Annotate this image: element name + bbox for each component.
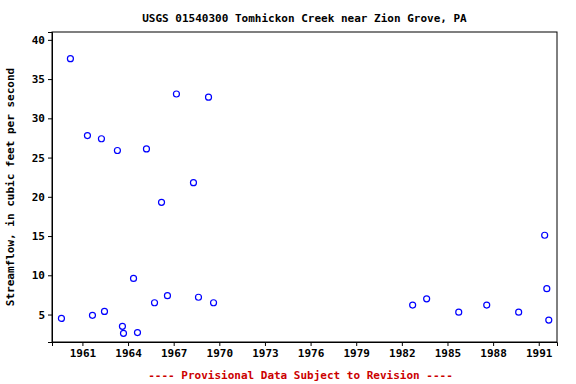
point	[152, 300, 158, 306]
x-tick-label: 1967	[161, 347, 188, 360]
y-tick: 25	[32, 152, 52, 165]
point	[134, 330, 140, 336]
x-tick: 1970	[207, 342, 234, 360]
x-tick-mark	[128, 342, 129, 346]
point	[84, 133, 90, 139]
point	[89, 312, 95, 318]
x-tick-label: 1985	[435, 347, 462, 360]
y-tick-mark	[48, 236, 52, 237]
x-tick-mark	[82, 342, 83, 346]
y-tick-mark	[48, 79, 52, 80]
point	[131, 275, 137, 281]
point	[101, 308, 107, 314]
chart: 1961 1964 1967 1970 1973 1976 1979 1982 1985 1988…	[0, 0, 576, 384]
y-tick: 20	[32, 191, 52, 204]
y-axis: 5 10 15 20 25 30 35 40	[32, 33, 53, 343]
point	[516, 309, 522, 315]
point	[67, 56, 73, 62]
x-tick-mark	[311, 342, 312, 346]
x-tick: 1985	[435, 342, 462, 360]
x-tick-mark	[219, 342, 220, 346]
x-tick: 1961	[70, 342, 97, 360]
y-tick-label: 35	[32, 73, 45, 86]
point	[114, 148, 120, 154]
y-tick-label: 10	[32, 269, 45, 282]
point	[173, 91, 179, 97]
y-tick: 35	[32, 73, 52, 86]
point	[119, 323, 125, 329]
x-tick-label: 1991	[526, 347, 553, 360]
x-tick-mark	[174, 342, 175, 346]
x-tick: 1976	[298, 342, 325, 360]
y-tick-mark	[48, 275, 52, 276]
y-tick: 10	[32, 269, 52, 282]
x-tick: 1988	[480, 342, 507, 360]
point	[544, 286, 550, 292]
y-tick: 5	[38, 309, 52, 322]
x-tick: 1973	[252, 342, 279, 360]
x-tick-label: 1961	[70, 347, 97, 360]
x-tick-label: 1976	[298, 347, 325, 360]
x-tick: 1979	[343, 342, 370, 360]
point	[546, 317, 552, 323]
y-tick-mark	[48, 40, 52, 41]
x-tick-label: 1982	[389, 347, 416, 360]
x-tick-mark	[493, 342, 494, 346]
title: USGS 01540300 Tomhickon Creek near Zion …	[142, 12, 467, 25]
annotation: ---- Provisional Data Subject to Revisio…	[148, 369, 453, 382]
x-tick-label: 1988	[480, 347, 507, 360]
x-tick-label: 1964	[115, 347, 142, 360]
x-tick-mark	[402, 342, 403, 346]
y-tick-mark	[48, 315, 52, 316]
y-axis-line	[48, 33, 53, 343]
y-tick: 15	[32, 230, 52, 243]
x-tick-label: 1970	[207, 347, 234, 360]
x-tick-mark	[447, 342, 448, 346]
point	[58, 315, 64, 321]
y-tick: 40	[32, 34, 52, 47]
x-tick: 1982	[389, 342, 416, 360]
points	[58, 56, 551, 337]
y-tick-mark	[48, 158, 52, 159]
x-tick: 1967	[161, 342, 188, 360]
y-tick-label: 20	[32, 191, 45, 204]
point	[410, 302, 416, 308]
x-tick-label: 1973	[252, 347, 279, 360]
x-tick-mark	[356, 342, 357, 346]
point	[211, 300, 217, 306]
y-tick: 30	[32, 112, 52, 125]
x-tick: 1991	[526, 342, 553, 360]
point	[190, 180, 196, 186]
y-tick-label: 5	[38, 309, 45, 322]
y-tick-label: 15	[32, 230, 45, 243]
x-tick-mark	[265, 342, 266, 346]
x-tick: 1964	[115, 342, 142, 360]
point	[120, 330, 126, 336]
x-axis: 1961 1964 1967 1970 1973 1976 1979 1982 1985 1988…	[53, 342, 558, 360]
point	[159, 199, 165, 205]
point	[195, 294, 201, 300]
plot-frame	[52, 32, 557, 342]
y-tick-label: 40	[32, 34, 45, 47]
point	[143, 146, 149, 152]
point	[456, 309, 462, 315]
y-tick-mark	[48, 197, 52, 198]
point	[542, 232, 548, 238]
x-tick-label: 1979	[343, 347, 370, 360]
point	[206, 94, 212, 100]
y-tick-mark	[48, 118, 52, 119]
point	[164, 293, 170, 299]
y-tick-label: 30	[32, 112, 45, 125]
point	[484, 302, 490, 308]
x-tick-mark	[539, 342, 540, 346]
point	[424, 296, 430, 302]
y-axis-title: Streamflow, in cubic feet per second	[4, 68, 17, 306]
plot: 1961 1964 1967 1970 1973 1976 1979 1982 1985 1988…	[32, 32, 558, 360]
x-axis-line	[53, 343, 558, 347]
y-tick-label: 25	[32, 152, 45, 165]
point	[98, 136, 104, 142]
